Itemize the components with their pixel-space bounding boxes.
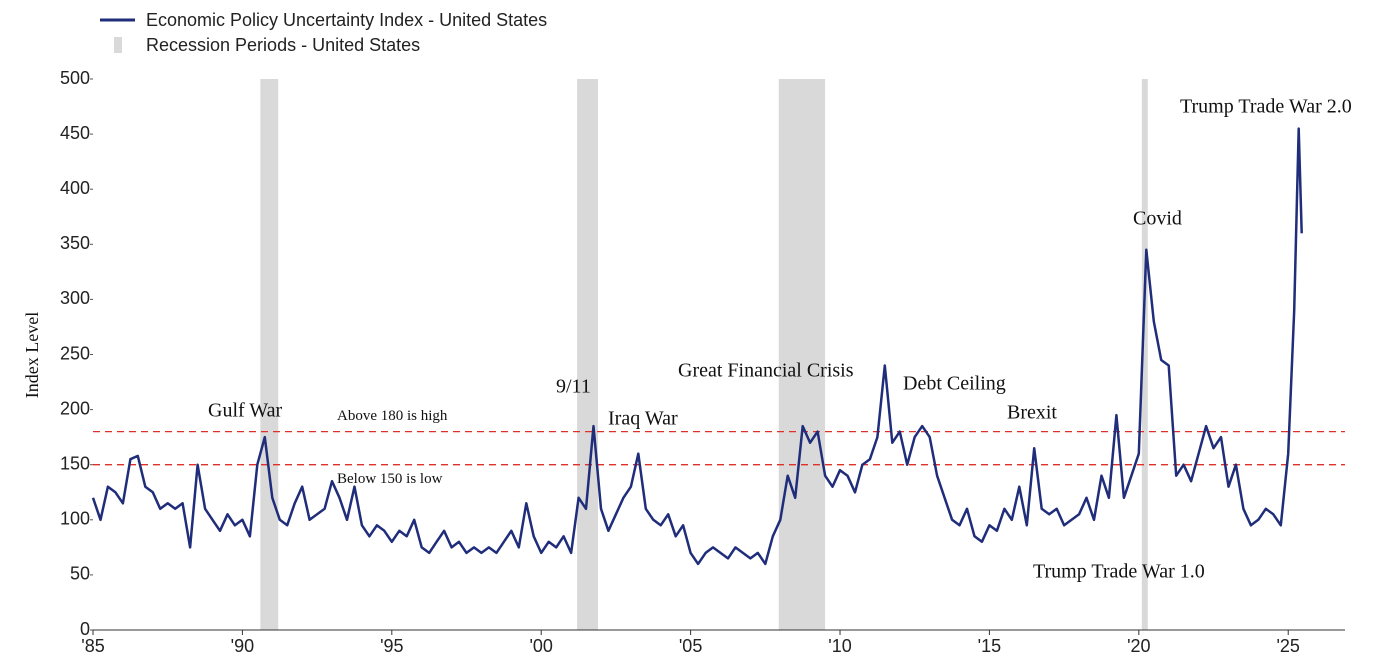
annotation: Covid: [1133, 208, 1182, 230]
annotation: Brexit: [1007, 402, 1057, 424]
annotation: 9/11: [556, 376, 591, 398]
y-tick-label: 150: [60, 453, 90, 473]
annotation: Gulf War: [208, 400, 282, 422]
y-tick-label: 300: [60, 288, 90, 308]
y-tick-label: 100: [60, 509, 90, 529]
x-tick-label: '90: [231, 636, 254, 656]
threshold-label: Below 150 is low: [337, 471, 443, 487]
y-tick-label: 200: [60, 398, 90, 418]
series-line: [91, 127, 1303, 566]
x-tick-label: '00: [529, 636, 552, 656]
recession-band: [778, 79, 826, 630]
y-tick-label: 500: [60, 68, 90, 88]
x-tick-label: '85: [81, 636, 104, 656]
y-axis-label: Index Level: [22, 312, 42, 398]
threshold-label: Above 180 is high: [337, 408, 448, 424]
legend-label: Economic Policy Uncertainty Index - Unit…: [146, 10, 547, 30]
annotation: Great Financial Crisis: [678, 360, 854, 382]
annotation: Trump Trade War 2.0: [1180, 96, 1352, 118]
legend-label: Recession Periods - United States: [146, 35, 420, 55]
x-tick-label: '10: [828, 636, 851, 656]
x-tick-label: '15: [978, 636, 1001, 656]
y-tick-label: 400: [60, 178, 90, 198]
y-tick-label: 0: [80, 619, 90, 639]
y-tick-label: 350: [60, 233, 90, 253]
y-tick-label: 450: [60, 123, 90, 143]
x-tick-label: '20: [1127, 636, 1150, 656]
annotation: Trump Trade War 1.0: [1033, 561, 1205, 583]
recession-band: [1141, 79, 1148, 630]
annotation: Iraq War: [608, 408, 678, 430]
annotation: Debt Ceiling: [903, 373, 1006, 395]
y-tick-label: 50: [70, 564, 90, 584]
recession-band: [260, 79, 279, 630]
recession-band: [577, 79, 598, 630]
x-tick-label: '25: [1276, 636, 1299, 656]
y-tick-label: 250: [60, 343, 90, 363]
x-tick-label: '95: [380, 636, 403, 656]
legend-swatch: [114, 37, 122, 53]
x-tick-label: '05: [679, 636, 702, 656]
